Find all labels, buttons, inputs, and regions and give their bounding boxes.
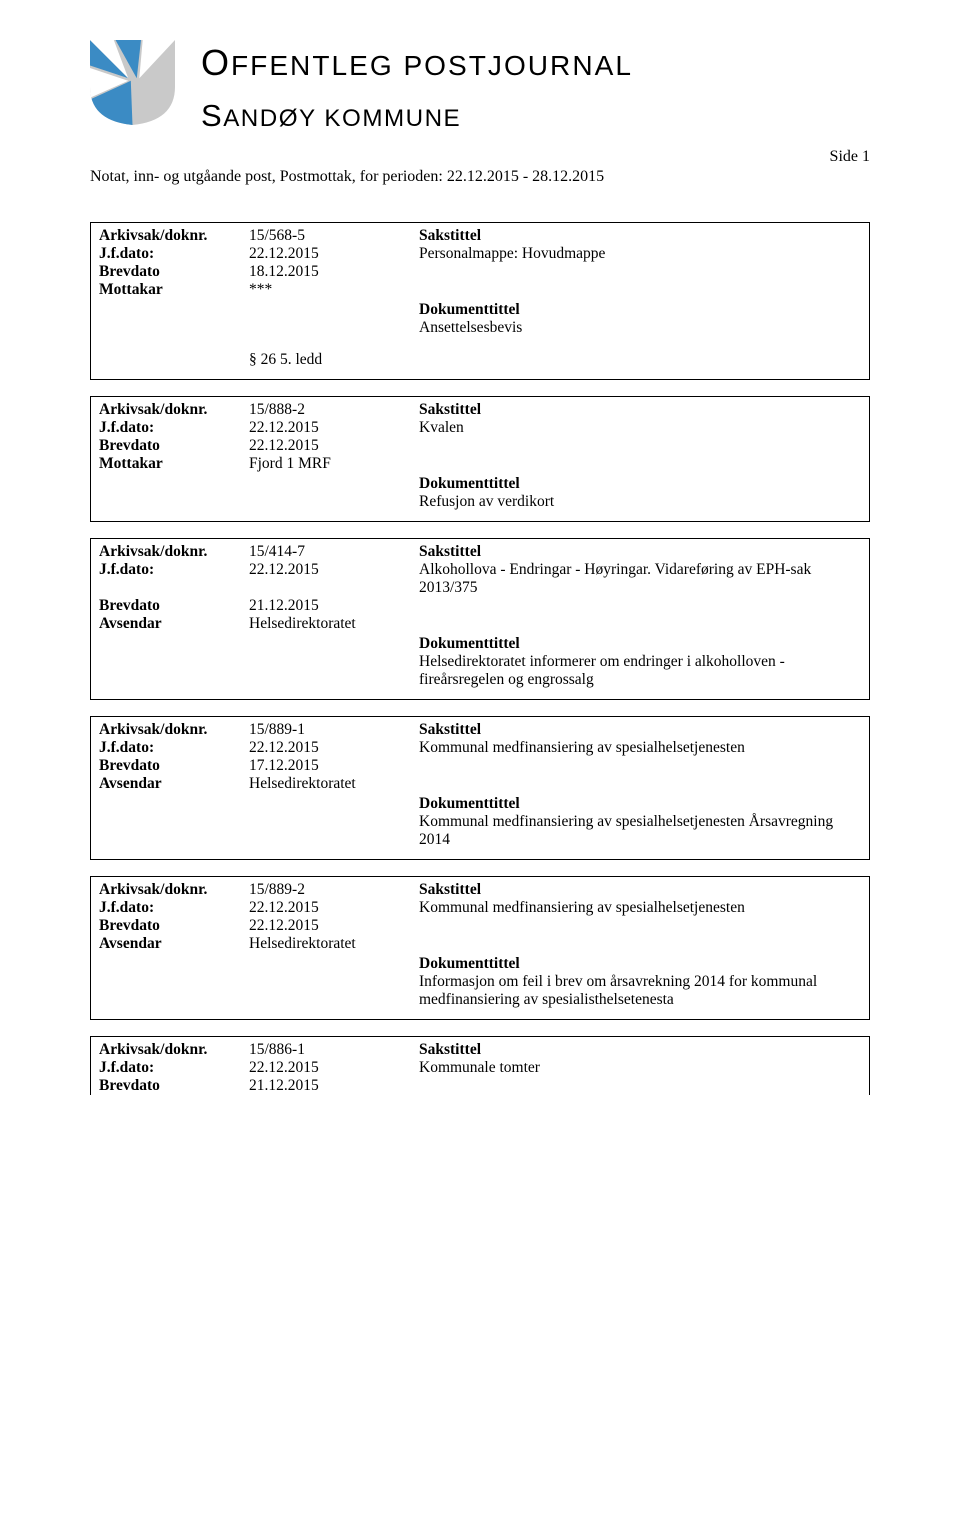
value-jfdato: 22.12.2015: [249, 561, 419, 597]
value-jfdato: 22.12.2015: [249, 245, 419, 263]
value-arkiv: 15/889-1: [249, 721, 419, 739]
label-dokumenttittel: Dokumenttittel: [419, 301, 861, 319]
value-dokumenttittel: Refusjon av verdikort: [419, 493, 861, 511]
value-party: Fjord 1 MRF: [249, 455, 419, 473]
label-sakstittel: Sakstittel: [419, 543, 861, 561]
value-brevdato: 22.12.2015: [249, 917, 419, 935]
label-arkiv: Arkivsak/doknr.: [99, 543, 249, 561]
label-dokumenttittel: Dokumenttittel: [419, 475, 861, 493]
value-sakstittel: Kvalen: [419, 419, 861, 437]
label-arkiv: Arkivsak/doknr.: [99, 227, 249, 245]
value-jfdato: 22.12.2015: [249, 1059, 419, 1077]
label-party: Mottakar: [99, 455, 249, 473]
value-party: Helsedirektoratet: [249, 615, 419, 633]
value-arkiv: 15/886-1: [249, 1041, 419, 1059]
label-arkiv: Arkivsak/doknr.: [99, 401, 249, 419]
municipality-logo: [90, 40, 175, 125]
title-sub: SANDØY KOMMUNE: [201, 98, 870, 134]
label-brevdato: Brevdato: [99, 1077, 249, 1095]
journal-record: Arkivsak/doknr.15/414-7Sakstittel J.f.dat…: [90, 538, 870, 700]
label-arkiv: Arkivsak/doknr.: [99, 721, 249, 739]
label-arkiv: Arkivsak/doknr.: [99, 881, 249, 899]
value-dokumenttittel: Helsedirektoratet informerer om endringe…: [419, 653, 861, 689]
label-party: Avsendar: [99, 775, 249, 793]
journal-record: Arkivsak/doknr.15/886-1Sakstittel J.f.dat…: [90, 1036, 870, 1095]
value-jfdato: 22.12.2015: [249, 739, 419, 757]
value-party: Helsedirektoratet: [249, 775, 419, 793]
value-party: ***: [249, 281, 419, 299]
value-arkiv: 15/888-2: [249, 401, 419, 419]
label-brevdato: Brevdato: [99, 757, 249, 775]
journal-record: Arkivsak/doknr.15/889-2Sakstittel J.f.dat…: [90, 876, 870, 1020]
value-party: Helsedirektoratet: [249, 935, 419, 953]
label-sakstittel: Sakstittel: [419, 721, 861, 739]
label-jfdato: J.f.dato:: [99, 1059, 249, 1077]
value-brevdato: 17.12.2015: [249, 757, 419, 775]
label-brevdato: Brevdato: [99, 263, 249, 281]
label-arkiv: Arkivsak/doknr.: [99, 1041, 249, 1059]
page-number: Side 1: [90, 148, 870, 166]
label-jfdato: J.f.dato:: [99, 419, 249, 437]
value-brevdato: 21.12.2015: [249, 597, 419, 615]
value-unntak: § 26 5. ledd: [249, 351, 861, 369]
period-line: Notat, inn- og utgåande post, Postmottak…: [90, 168, 870, 186]
label-sakstittel: Sakstittel: [419, 1041, 861, 1059]
label-jfdato: J.f.dato:: [99, 561, 249, 597]
label-brevdato: Brevdato: [99, 917, 249, 935]
label-sakstittel: Sakstittel: [419, 401, 861, 419]
label-party: Avsendar: [99, 615, 249, 633]
value-arkiv: 15/568-5: [249, 227, 419, 245]
journal-record: Arkivsak/doknr.15/888-2Sakstittel J.f.dat…: [90, 396, 870, 522]
value-sakstittel: Personalmappe: Hovudmappe: [419, 245, 861, 263]
page-header: OFFENTLEG POSTJOURNAL SANDØY KOMMUNE: [90, 40, 870, 134]
value-sakstittel: Kommunal medfinansiering av spesialhelse…: [419, 739, 861, 757]
value-brevdato: 21.12.2015: [249, 1077, 419, 1095]
value-brevdato: 22.12.2015: [249, 437, 419, 455]
value-brevdato: 18.12.2015: [249, 263, 419, 281]
title-main: OFFENTLEG POSTJOURNAL: [201, 42, 870, 84]
label-brevdato: Brevdato: [99, 437, 249, 455]
label-dokumenttittel: Dokumenttittel: [419, 795, 861, 813]
label-dokumenttittel: Dokumenttittel: [419, 955, 861, 973]
journal-record: Arkivsak/doknr.15/568-5Sakstittel J.f.dat…: [90, 222, 870, 380]
value-sakstittel: Kommunale tomter: [419, 1059, 861, 1077]
label-party: Avsendar: [99, 935, 249, 953]
label-brevdato: Brevdato: [99, 597, 249, 615]
journal-record: Arkivsak/doknr.15/889-1Sakstittel J.f.dat…: [90, 716, 870, 860]
label-jfdato: J.f.dato:: [99, 245, 249, 263]
label-sakstittel: Sakstittel: [419, 881, 861, 899]
label-party: Mottakar: [99, 281, 249, 299]
value-arkiv: 15/414-7: [249, 543, 419, 561]
value-dokumenttittel: Informasjon om feil i brev om årsavrekni…: [419, 973, 861, 1009]
label-jfdato: J.f.dato:: [99, 739, 249, 757]
value-sakstittel: Kommunal medfinansiering av spesialhelse…: [419, 899, 861, 917]
label-dokumenttittel: Dokumenttittel: [419, 635, 861, 653]
label-sakstittel: Sakstittel: [419, 227, 861, 245]
value-dokumenttittel: Ansettelsesbevis: [419, 319, 861, 337]
value-arkiv: 15/889-2: [249, 881, 419, 899]
label-jfdato: J.f.dato:: [99, 899, 249, 917]
value-jfdato: 22.12.2015: [249, 899, 419, 917]
value-sakstittel: Alkohollova - Endringar - Høyringar. Vid…: [419, 561, 861, 597]
value-dokumenttittel: Kommunal medfinansiering av spesialhelse…: [419, 813, 861, 849]
value-jfdato: 22.12.2015: [249, 419, 419, 437]
